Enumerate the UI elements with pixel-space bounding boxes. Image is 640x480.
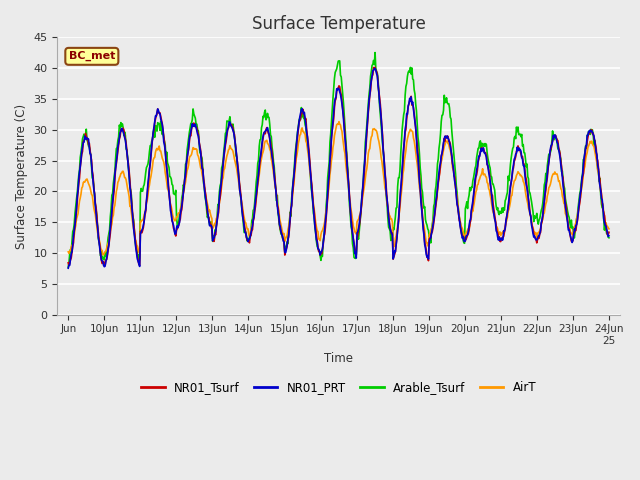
NR01_Tsurf xyxy=(422,242,429,248)
NR01_PRT xyxy=(371,66,379,72)
Line: NR01_Tsurf: NR01_Tsurf xyxy=(68,67,609,265)
AirT xyxy=(131,230,138,236)
Arable_Tsurf xyxy=(74,182,82,188)
Y-axis label: Surface Temperature (C): Surface Temperature (C) xyxy=(15,104,28,249)
NR01_PRT xyxy=(65,265,72,271)
AirT xyxy=(605,226,613,232)
AirT xyxy=(214,208,221,214)
AirT xyxy=(335,119,343,124)
NR01_Tsurf xyxy=(75,181,83,187)
X-axis label: Time: Time xyxy=(324,352,353,365)
AirT xyxy=(186,155,193,161)
Line: NR01_PRT: NR01_PRT xyxy=(68,69,609,268)
NR01_PRT xyxy=(421,241,429,247)
NR01_Tsurf xyxy=(65,260,72,266)
NR01_PRT xyxy=(74,187,82,193)
NR01_Tsurf xyxy=(65,263,73,268)
NR01_PRT xyxy=(605,233,613,239)
NR01_PRT xyxy=(405,101,413,107)
Arable_Tsurf xyxy=(130,217,138,223)
Text: BC_met: BC_met xyxy=(68,51,115,61)
Arable_Tsurf xyxy=(65,264,72,270)
NR01_Tsurf xyxy=(186,139,193,145)
Arable_Tsurf xyxy=(185,136,193,142)
NR01_Tsurf xyxy=(605,229,613,235)
Arable_Tsurf xyxy=(213,213,221,219)
Arable_Tsurf xyxy=(421,204,429,210)
NR01_Tsurf xyxy=(371,64,379,70)
AirT xyxy=(100,252,108,258)
Arable_Tsurf xyxy=(405,68,413,74)
Title: Surface Temperature: Surface Temperature xyxy=(252,15,426,33)
NR01_PRT xyxy=(185,144,193,150)
Arable_Tsurf xyxy=(605,235,613,240)
AirT xyxy=(422,234,429,240)
Arable_Tsurf xyxy=(371,49,379,55)
AirT xyxy=(406,129,413,134)
NR01_PRT xyxy=(213,217,221,223)
Line: Arable_Tsurf: Arable_Tsurf xyxy=(68,52,609,267)
NR01_Tsurf xyxy=(406,98,413,104)
NR01_Tsurf xyxy=(214,213,221,219)
NR01_PRT xyxy=(130,226,138,232)
AirT xyxy=(74,211,82,216)
Legend: NR01_Tsurf, NR01_PRT, Arable_Tsurf, AirT: NR01_Tsurf, NR01_PRT, Arable_Tsurf, AirT xyxy=(136,376,541,398)
NR01_Tsurf xyxy=(131,227,138,233)
Line: AirT: AirT xyxy=(68,121,609,255)
AirT xyxy=(65,249,72,255)
